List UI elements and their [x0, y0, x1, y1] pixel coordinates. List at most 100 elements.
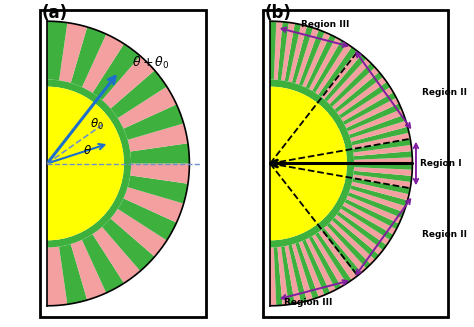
Text: Region II: Region II	[422, 88, 466, 97]
Wedge shape	[47, 79, 131, 248]
Wedge shape	[335, 72, 383, 112]
Wedge shape	[332, 67, 379, 110]
Wedge shape	[324, 55, 366, 102]
Wedge shape	[351, 127, 409, 145]
Wedge shape	[82, 34, 124, 93]
Wedge shape	[47, 247, 67, 306]
Wedge shape	[339, 82, 390, 118]
Wedge shape	[352, 133, 410, 149]
Wedge shape	[354, 164, 412, 170]
Wedge shape	[345, 199, 399, 229]
Wedge shape	[345, 98, 399, 128]
Wedge shape	[277, 22, 289, 80]
Wedge shape	[321, 228, 362, 276]
Text: $\theta_0$: $\theta_0$	[90, 117, 104, 132]
Text: $\theta$: $\theta$	[82, 144, 91, 157]
Wedge shape	[295, 242, 319, 299]
Wedge shape	[292, 244, 313, 301]
Wedge shape	[110, 70, 167, 118]
Wedge shape	[343, 92, 396, 125]
Wedge shape	[124, 104, 183, 140]
Wedge shape	[348, 109, 404, 135]
Wedge shape	[128, 176, 188, 204]
Wedge shape	[351, 182, 409, 200]
Wedge shape	[346, 103, 401, 131]
Wedge shape	[341, 205, 393, 240]
Wedge shape	[309, 37, 341, 91]
Wedge shape	[349, 115, 406, 138]
Wedge shape	[285, 246, 301, 304]
Wedge shape	[281, 246, 295, 304]
Wedge shape	[102, 218, 155, 271]
Wedge shape	[130, 164, 190, 184]
Text: Region III: Region III	[301, 20, 350, 28]
Wedge shape	[327, 223, 371, 268]
Wedge shape	[270, 87, 347, 240]
Text: Region I: Region I	[420, 159, 462, 168]
Wedge shape	[349, 189, 406, 212]
Wedge shape	[295, 28, 319, 85]
Wedge shape	[124, 187, 183, 223]
Wedge shape	[335, 215, 383, 255]
Wedge shape	[270, 21, 276, 79]
Wedge shape	[118, 198, 176, 240]
Text: Region II: Region II	[422, 230, 466, 239]
Wedge shape	[118, 87, 176, 129]
Wedge shape	[324, 225, 366, 272]
Wedge shape	[82, 234, 124, 293]
Text: (b): (b)	[264, 4, 292, 22]
Wedge shape	[318, 230, 357, 280]
Wedge shape	[274, 21, 283, 80]
Wedge shape	[312, 234, 346, 287]
Wedge shape	[306, 35, 336, 89]
Wedge shape	[299, 30, 325, 86]
Wedge shape	[270, 248, 276, 306]
Wedge shape	[318, 47, 357, 97]
Wedge shape	[302, 32, 330, 87]
Wedge shape	[285, 23, 301, 81]
Wedge shape	[354, 151, 412, 160]
Wedge shape	[71, 27, 106, 87]
Wedge shape	[354, 157, 412, 164]
Wedge shape	[352, 178, 410, 194]
Wedge shape	[348, 192, 404, 218]
Wedge shape	[47, 21, 67, 80]
Text: (a): (a)	[41, 4, 67, 22]
Wedge shape	[47, 87, 124, 240]
Wedge shape	[329, 220, 375, 264]
Wedge shape	[274, 247, 283, 306]
Wedge shape	[343, 202, 396, 235]
Wedge shape	[341, 87, 393, 122]
Wedge shape	[346, 196, 401, 224]
Wedge shape	[59, 23, 87, 83]
Wedge shape	[321, 51, 362, 99]
Wedge shape	[327, 59, 371, 104]
Wedge shape	[92, 44, 140, 100]
Wedge shape	[128, 123, 188, 151]
Wedge shape	[71, 240, 106, 300]
Wedge shape	[299, 241, 325, 297]
Wedge shape	[281, 23, 295, 81]
Wedge shape	[288, 25, 307, 82]
Wedge shape	[353, 175, 411, 188]
Wedge shape	[337, 212, 387, 250]
Text: $\theta + \theta_0$: $\theta + \theta_0$	[133, 55, 170, 71]
Wedge shape	[312, 40, 346, 93]
Wedge shape	[315, 232, 352, 284]
Wedge shape	[353, 171, 412, 182]
Wedge shape	[102, 56, 155, 109]
Wedge shape	[59, 244, 87, 304]
Wedge shape	[270, 79, 354, 248]
Wedge shape	[110, 209, 167, 257]
Wedge shape	[277, 247, 289, 305]
Wedge shape	[353, 145, 412, 156]
Wedge shape	[354, 167, 412, 176]
Wedge shape	[332, 217, 379, 260]
Wedge shape	[292, 26, 313, 83]
Wedge shape	[353, 139, 411, 152]
Wedge shape	[315, 43, 352, 95]
Wedge shape	[130, 143, 190, 164]
Wedge shape	[339, 209, 390, 245]
Wedge shape	[302, 240, 330, 295]
Wedge shape	[329, 63, 375, 107]
